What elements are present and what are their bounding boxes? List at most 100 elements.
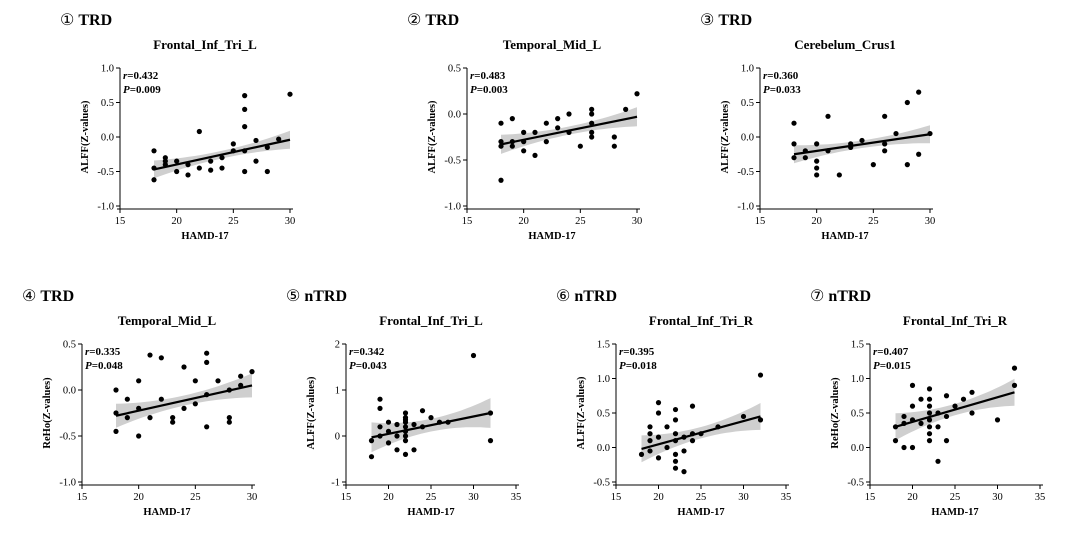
data-point [377,396,383,402]
x-tick-label: 25 [575,216,586,227]
data-point [253,158,259,164]
data-point [394,433,400,439]
panel-region-title: Temporal_Mid_L [503,37,602,52]
x-tick-label: 30 [468,492,479,503]
data-point [926,410,933,416]
x-axis-label: HAMD-17 [528,231,575,242]
y-tick-label: 1.0 [597,374,610,385]
y-tick-label: 0.0 [851,443,864,454]
data-point [814,158,820,164]
data-point [681,448,687,454]
data-point [226,419,232,425]
data-point [368,454,375,460]
y-tick-label: -0.5 [59,432,76,443]
data-point [385,440,392,446]
scatter-chart: ⑤ nTRD Frontal_Inf_Tri_L -1 0 1 2 15 20 25 30 35 HAM… [286,288,521,518]
y-tick-label: 0.0 [63,386,76,397]
y-tick-label: 0.5 [448,64,461,75]
x-tick-label: 30 [738,492,749,503]
y-axis-label: ALFF(Z-values) [306,376,317,449]
panel-7: ⑦ nTRD Frontal_Inf_Tri_R -0.5 0.0 0.5 1.0 1.5 15… [810,284,1070,519]
data-point [170,415,176,421]
data-point [901,444,907,451]
regression-line [153,138,291,171]
y-tick-label: 0 [335,432,340,443]
x-axis-label: HAMD-17 [931,507,978,518]
data-point [521,129,527,135]
data-point [655,455,662,461]
r-value-label: r=0.335 [85,346,121,358]
r-value-label: r=0.395 [619,346,655,358]
data-point [402,451,409,457]
y-tick-label: 0.5 [101,98,114,109]
y-tick-label: 1.0 [851,374,864,385]
x-tick-label: 15 [77,492,88,503]
data-point [208,158,214,164]
x-tick-label: 30 [285,216,296,227]
data-point [589,111,595,117]
data-point [623,106,629,112]
scatter-chart: ④ TRD Temporal_Mid_L -1.0 -0.5 0.0 0.5 15 20 25 30… [22,288,258,518]
data-point [204,350,210,356]
x-tick-label: 25 [228,216,239,227]
data-point [791,141,797,147]
data-point [802,155,808,161]
data-point [655,434,662,440]
x-axis-label: HAMD-17 [677,507,724,518]
data-point [909,382,916,388]
data-point [196,128,202,135]
panel-group: TRD [718,12,752,29]
y-tick-label: -1.0 [97,202,114,213]
panel-region-title: Frontal_Inf_Tri_L [153,37,257,52]
panel-5: ⑤ nTRD Frontal_Inf_Tri_L -1 0 1 2 15 20 25 30 35 HAM… [286,284,546,519]
data-point [1011,365,1018,371]
data-point [419,408,426,414]
data-point [543,120,549,126]
y-axis-label: ALFF(Z-values) [427,100,438,173]
data-point [969,410,975,416]
scatter-chart: ⑥ nTRD Frontal_Inf_Tri_R -0.5 0.0 0.5 1.0 1.5 15… [556,288,791,518]
x-tick-label: 20 [653,492,664,503]
y-tick-label: 2 [335,340,340,351]
panel-number: ② [407,12,421,29]
data-point [589,129,595,135]
data-point [509,116,515,122]
r-value-label: r=0.432 [123,70,159,82]
x-tick-label: 15 [611,492,622,503]
data-point [204,359,210,365]
x-tick-label: 20 [133,492,144,503]
data-point [791,120,797,126]
data-point [943,438,950,444]
x-axis-label: HAMD-17 [407,507,454,518]
panel-number: ⑦ [810,288,824,305]
scatter-chart: ② TRD Temporal_Mid_L -1.0 -0.5 0.0 0.5 15 20 25 30… [407,12,642,242]
data-point [935,424,941,430]
panel-group: nTRD [574,288,617,305]
data-point [672,406,679,413]
y-tick-label: -0.5 [847,478,864,489]
regression-line [500,115,638,146]
data-point [664,424,670,430]
y-tick-label: 0.5 [597,409,610,420]
data-point [170,419,176,425]
data-point [521,148,527,154]
data-point [926,431,933,437]
y-axis-label: ReHo(Z-values) [830,377,841,449]
data-point [926,386,933,392]
data-point [672,465,679,471]
x-tick-label: 20 [171,216,182,227]
panel-2: ② TRD Temporal_Mid_L -1.0 -0.5 0.0 0.5 15 20 25 30… [407,8,667,243]
y-tick-label: 0.0 [448,110,461,121]
data-point [952,403,958,409]
y-axis-label: ALFF(Z-values) [576,376,587,449]
p-value-label: P=0.033 [763,84,801,96]
x-tick-label: 20 [383,492,394,503]
data-point [368,438,375,444]
regression-line [115,384,253,417]
x-tick-label: 30 [247,492,258,503]
data-point [113,387,119,393]
data-point [943,413,950,420]
data-point [882,141,888,147]
data-point [960,396,967,402]
data-point [402,410,409,416]
